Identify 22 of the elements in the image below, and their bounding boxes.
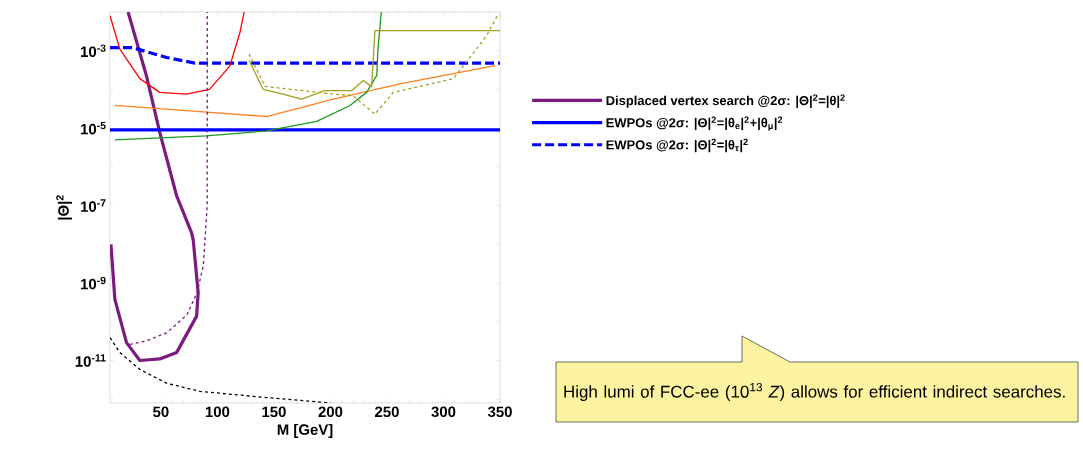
x-tick-label: 300 bbox=[431, 406, 456, 418]
x-tick-label: 50 bbox=[153, 406, 169, 418]
text: EWPOs @2σ: |Θ|$^{2}$=|θ$_{e}$|$^{2}$+|θ$_{μ}$|$^{2}$ bbox=[606, 116, 783, 131]
x-tick-label: 350 bbox=[487, 406, 512, 418]
y-tick-label: 10$^{-5}$ bbox=[81, 121, 106, 135]
text: Displaced vertex search @2σ: |Θ|$^{2}$=|θ|$^{2}$ bbox=[606, 94, 845, 108]
y-tick-label: 10$^{-3}$ bbox=[81, 44, 106, 58]
line-series bbox=[114, 65, 496, 118]
x-tick-label: 200 bbox=[318, 406, 343, 418]
y-tick-label: 10$^{-11}$ bbox=[75, 354, 106, 367]
y-axis-title: |Θ|$^{2}$ bbox=[56, 195, 72, 220]
y-tick-label: 10$^{-9}$ bbox=[81, 276, 106, 290]
text: EWPOs @2σ: |Θ|$^{2}$=|θ$_{τ}$|$^{2}$ bbox=[606, 138, 748, 153]
line-series bbox=[248, 13, 499, 115]
x-axis-title: M [GeV] bbox=[277, 423, 333, 438]
y-tick-label: 10$^{-7}$ bbox=[81, 199, 106, 212]
text: High lumi of FCC-ee (10$^{13}$ Z) allows for efficient indirect searches. bbox=[564, 382, 1065, 402]
line-series bbox=[114, 11, 382, 141]
x-tick-label: 250 bbox=[375, 406, 399, 418]
line-series bbox=[110, 11, 245, 95]
x-tick-label: 100 bbox=[205, 406, 230, 418]
x-tick-label: 150 bbox=[262, 406, 286, 418]
